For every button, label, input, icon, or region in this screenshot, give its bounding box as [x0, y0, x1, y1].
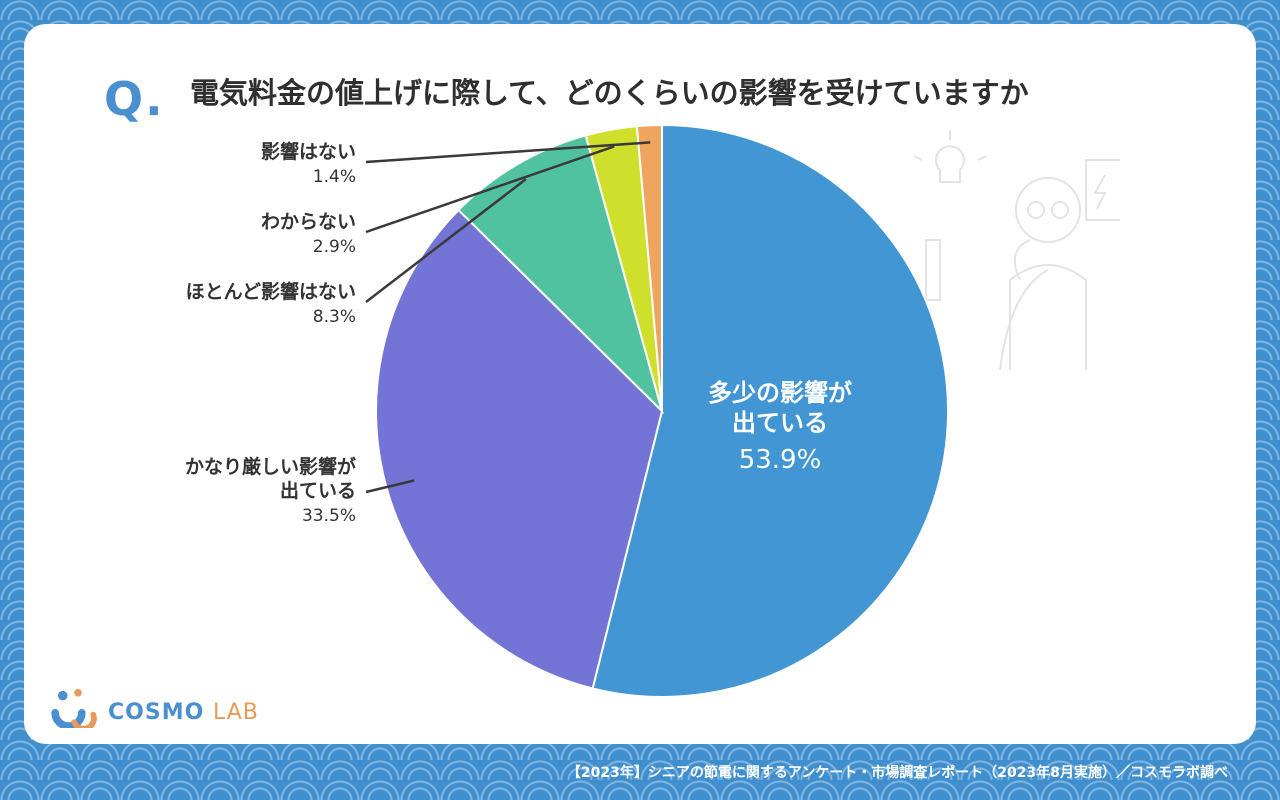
- slice-value-1: 33.5%: [301, 506, 356, 526]
- chart-title: 電気料金の値上げに際して、どのくらいの影響を受けていますか: [190, 76, 1029, 110]
- leader-line-4: [365, 141, 651, 164]
- slice-label-3-line-1: わからない: [260, 211, 356, 233]
- senior-illustration: [913, 130, 1120, 371]
- leader-line-1: [365, 479, 415, 494]
- source-note: 【2023年】シニアの節電に関するアンケート・市場調査レポート（2023年8月実…: [566, 765, 1228, 781]
- slice-label-0-line-1: 多少の影響が: [708, 379, 852, 407]
- slice-label-4: 影響はない 1.4%: [100, 140, 356, 190]
- logo-text-cosmo: COSMO: [108, 700, 205, 725]
- slice-label-0-line-2: 出ている: [732, 409, 828, 437]
- leader-line-2: [365, 178, 527, 303]
- slice-value-4: 1.4%: [312, 167, 356, 187]
- slice-label-4-line-1: 影響はない: [260, 141, 356, 163]
- question-mark: Q.: [104, 72, 165, 126]
- slice-value-3: 2.9%: [312, 237, 356, 257]
- leader-line-3: [365, 145, 615, 234]
- slice-label-0: 多少の影響が 出ている 53.9%: [660, 378, 900, 482]
- pie-slice-2: [457, 134, 664, 415]
- cosmo-lab-logo-icon: [51, 688, 97, 728]
- slice-label-1-line-2: 出ている: [279, 480, 356, 502]
- pie-slice-4: [635, 123, 663, 412]
- logo-text: COSMO LAB: [108, 700, 259, 725]
- slice-label-1-line-1: かなり厳しい影響が: [184, 456, 356, 478]
- slice-label-3: わからない 2.9%: [100, 210, 356, 260]
- slice-label-2: ほとんど影響はない 8.3%: [100, 280, 356, 330]
- slice-value-0: 53.9%: [738, 445, 822, 475]
- pie-slice-0: [591, 123, 950, 698]
- logo-text-lab: LAB: [212, 700, 259, 725]
- slice-label-1: かなり厳しい影響が 出ている 33.5%: [100, 455, 356, 529]
- slice-value-2: 8.3%: [312, 307, 356, 327]
- slice-label-2-line-1: ほとんど影響はない: [185, 281, 356, 303]
